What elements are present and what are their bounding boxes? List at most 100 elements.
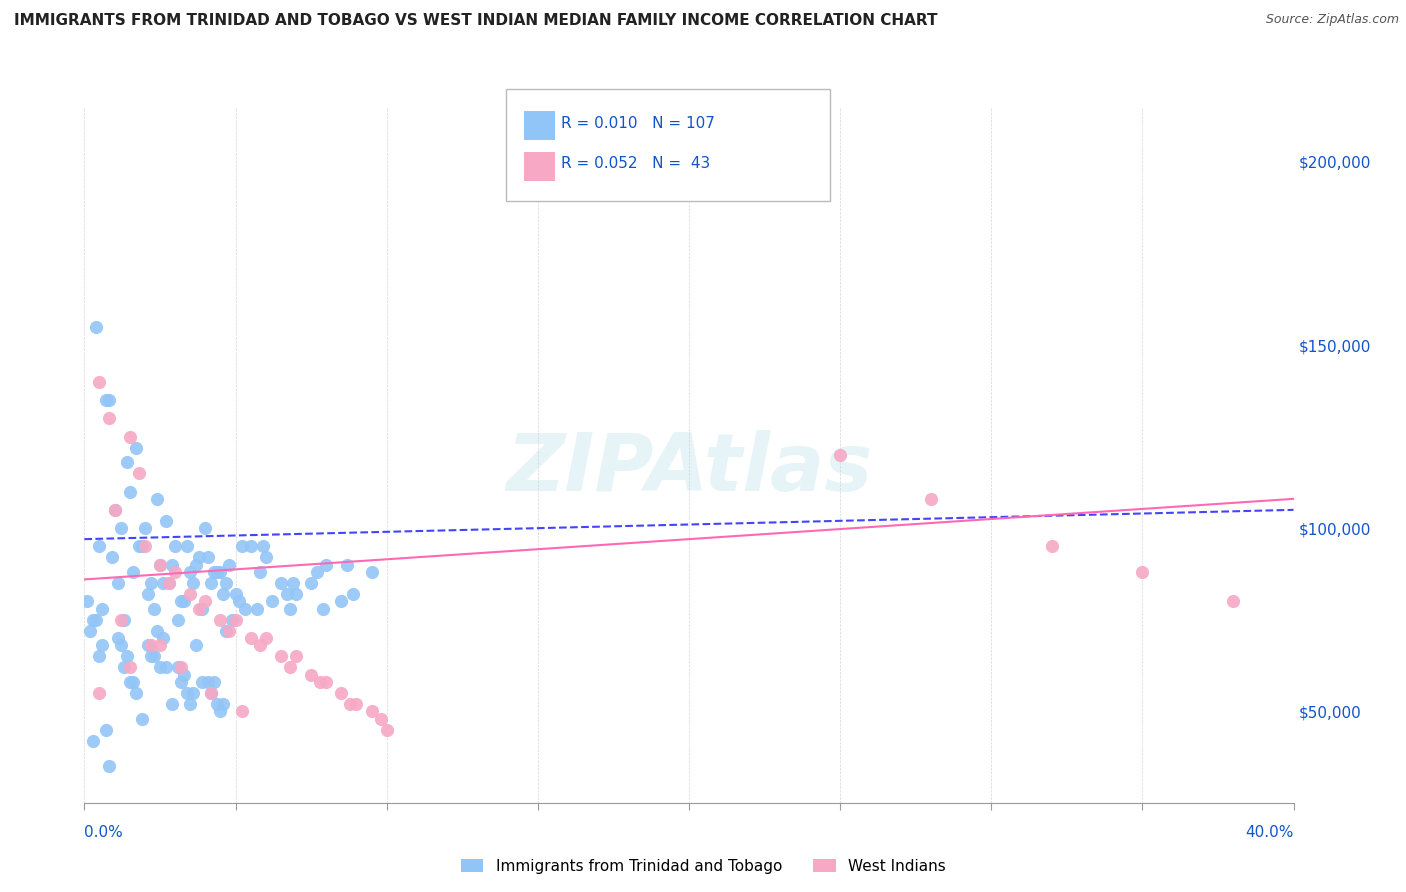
Text: ZIPAtlas: ZIPAtlas <box>506 430 872 508</box>
Point <box>246 601 269 615</box>
Point <box>152 631 174 645</box>
Point <box>152 576 174 591</box>
Point <box>1040 540 1063 554</box>
Point <box>342 587 364 601</box>
Point <box>89 540 111 554</box>
Point <box>281 576 304 591</box>
Point <box>89 375 111 389</box>
Point <box>91 601 114 615</box>
Point <box>315 558 337 572</box>
Point <box>89 686 111 700</box>
Point <box>82 613 104 627</box>
Point <box>260 594 283 608</box>
Point <box>107 631 129 645</box>
Point <box>149 558 172 572</box>
Point <box>920 491 942 506</box>
Point <box>194 594 217 608</box>
Point <box>118 660 141 674</box>
Text: 40.0%: 40.0% <box>1246 825 1294 840</box>
Point <box>215 624 238 638</box>
Point <box>336 558 359 572</box>
Point <box>209 704 232 718</box>
Point <box>125 441 148 455</box>
Point <box>202 675 225 690</box>
Point <box>830 448 852 462</box>
Point <box>339 697 361 711</box>
Point <box>249 565 271 579</box>
Point <box>157 576 180 591</box>
Point <box>170 594 193 608</box>
Point <box>176 686 198 700</box>
Point <box>134 521 156 535</box>
Point <box>149 660 172 674</box>
Point <box>181 686 204 700</box>
Point <box>94 392 117 407</box>
Point <box>131 540 153 554</box>
Point <box>285 587 308 601</box>
Point <box>197 675 219 690</box>
Point <box>170 675 193 690</box>
Point <box>91 638 114 652</box>
Point <box>97 392 120 407</box>
Point <box>160 697 183 711</box>
Point <box>157 576 180 591</box>
Point <box>170 660 193 674</box>
Point <box>239 631 262 645</box>
Point <box>330 686 353 700</box>
Point <box>239 540 262 554</box>
Text: 0.0%: 0.0% <box>84 825 124 840</box>
Point <box>139 638 162 652</box>
Point <box>125 686 148 700</box>
Point <box>360 704 382 718</box>
Point <box>146 491 169 506</box>
Point <box>131 712 153 726</box>
Point <box>136 587 159 601</box>
Point <box>118 484 141 499</box>
Point <box>115 455 138 469</box>
Point <box>278 660 301 674</box>
Point <box>155 514 177 528</box>
Point <box>100 550 122 565</box>
Point <box>146 624 169 638</box>
Legend: Immigrants from Trinidad and Tobago, West Indians: Immigrants from Trinidad and Tobago, Wes… <box>454 853 952 880</box>
Text: R = 0.010   N = 107: R = 0.010 N = 107 <box>561 116 714 130</box>
Point <box>155 660 177 674</box>
Point <box>315 675 337 690</box>
Point <box>139 649 162 664</box>
Text: Source: ZipAtlas.com: Source: ZipAtlas.com <box>1265 13 1399 27</box>
Point <box>233 601 256 615</box>
Point <box>142 649 165 664</box>
Point <box>179 697 201 711</box>
Point <box>225 587 247 601</box>
Point <box>118 675 141 690</box>
Point <box>188 550 211 565</box>
Point <box>167 613 190 627</box>
Point <box>128 540 150 554</box>
Point <box>104 503 127 517</box>
Point <box>112 613 135 627</box>
Point <box>179 587 201 601</box>
Point <box>186 638 208 652</box>
Point <box>191 601 214 615</box>
Point <box>218 624 240 638</box>
Point <box>115 649 138 664</box>
Point <box>86 319 108 334</box>
Point <box>207 697 229 711</box>
Point <box>312 601 335 615</box>
Point <box>212 587 235 601</box>
Point <box>149 558 172 572</box>
Point <box>107 576 129 591</box>
Point <box>202 565 225 579</box>
Point <box>200 686 222 700</box>
Point <box>212 697 235 711</box>
Point <box>200 576 222 591</box>
Point <box>278 601 301 615</box>
Point <box>89 649 111 664</box>
Point <box>330 594 353 608</box>
Point <box>191 675 214 690</box>
Point <box>134 540 156 554</box>
Point <box>221 613 243 627</box>
Point <box>254 631 277 645</box>
Point <box>360 565 382 579</box>
Point <box>1222 594 1244 608</box>
